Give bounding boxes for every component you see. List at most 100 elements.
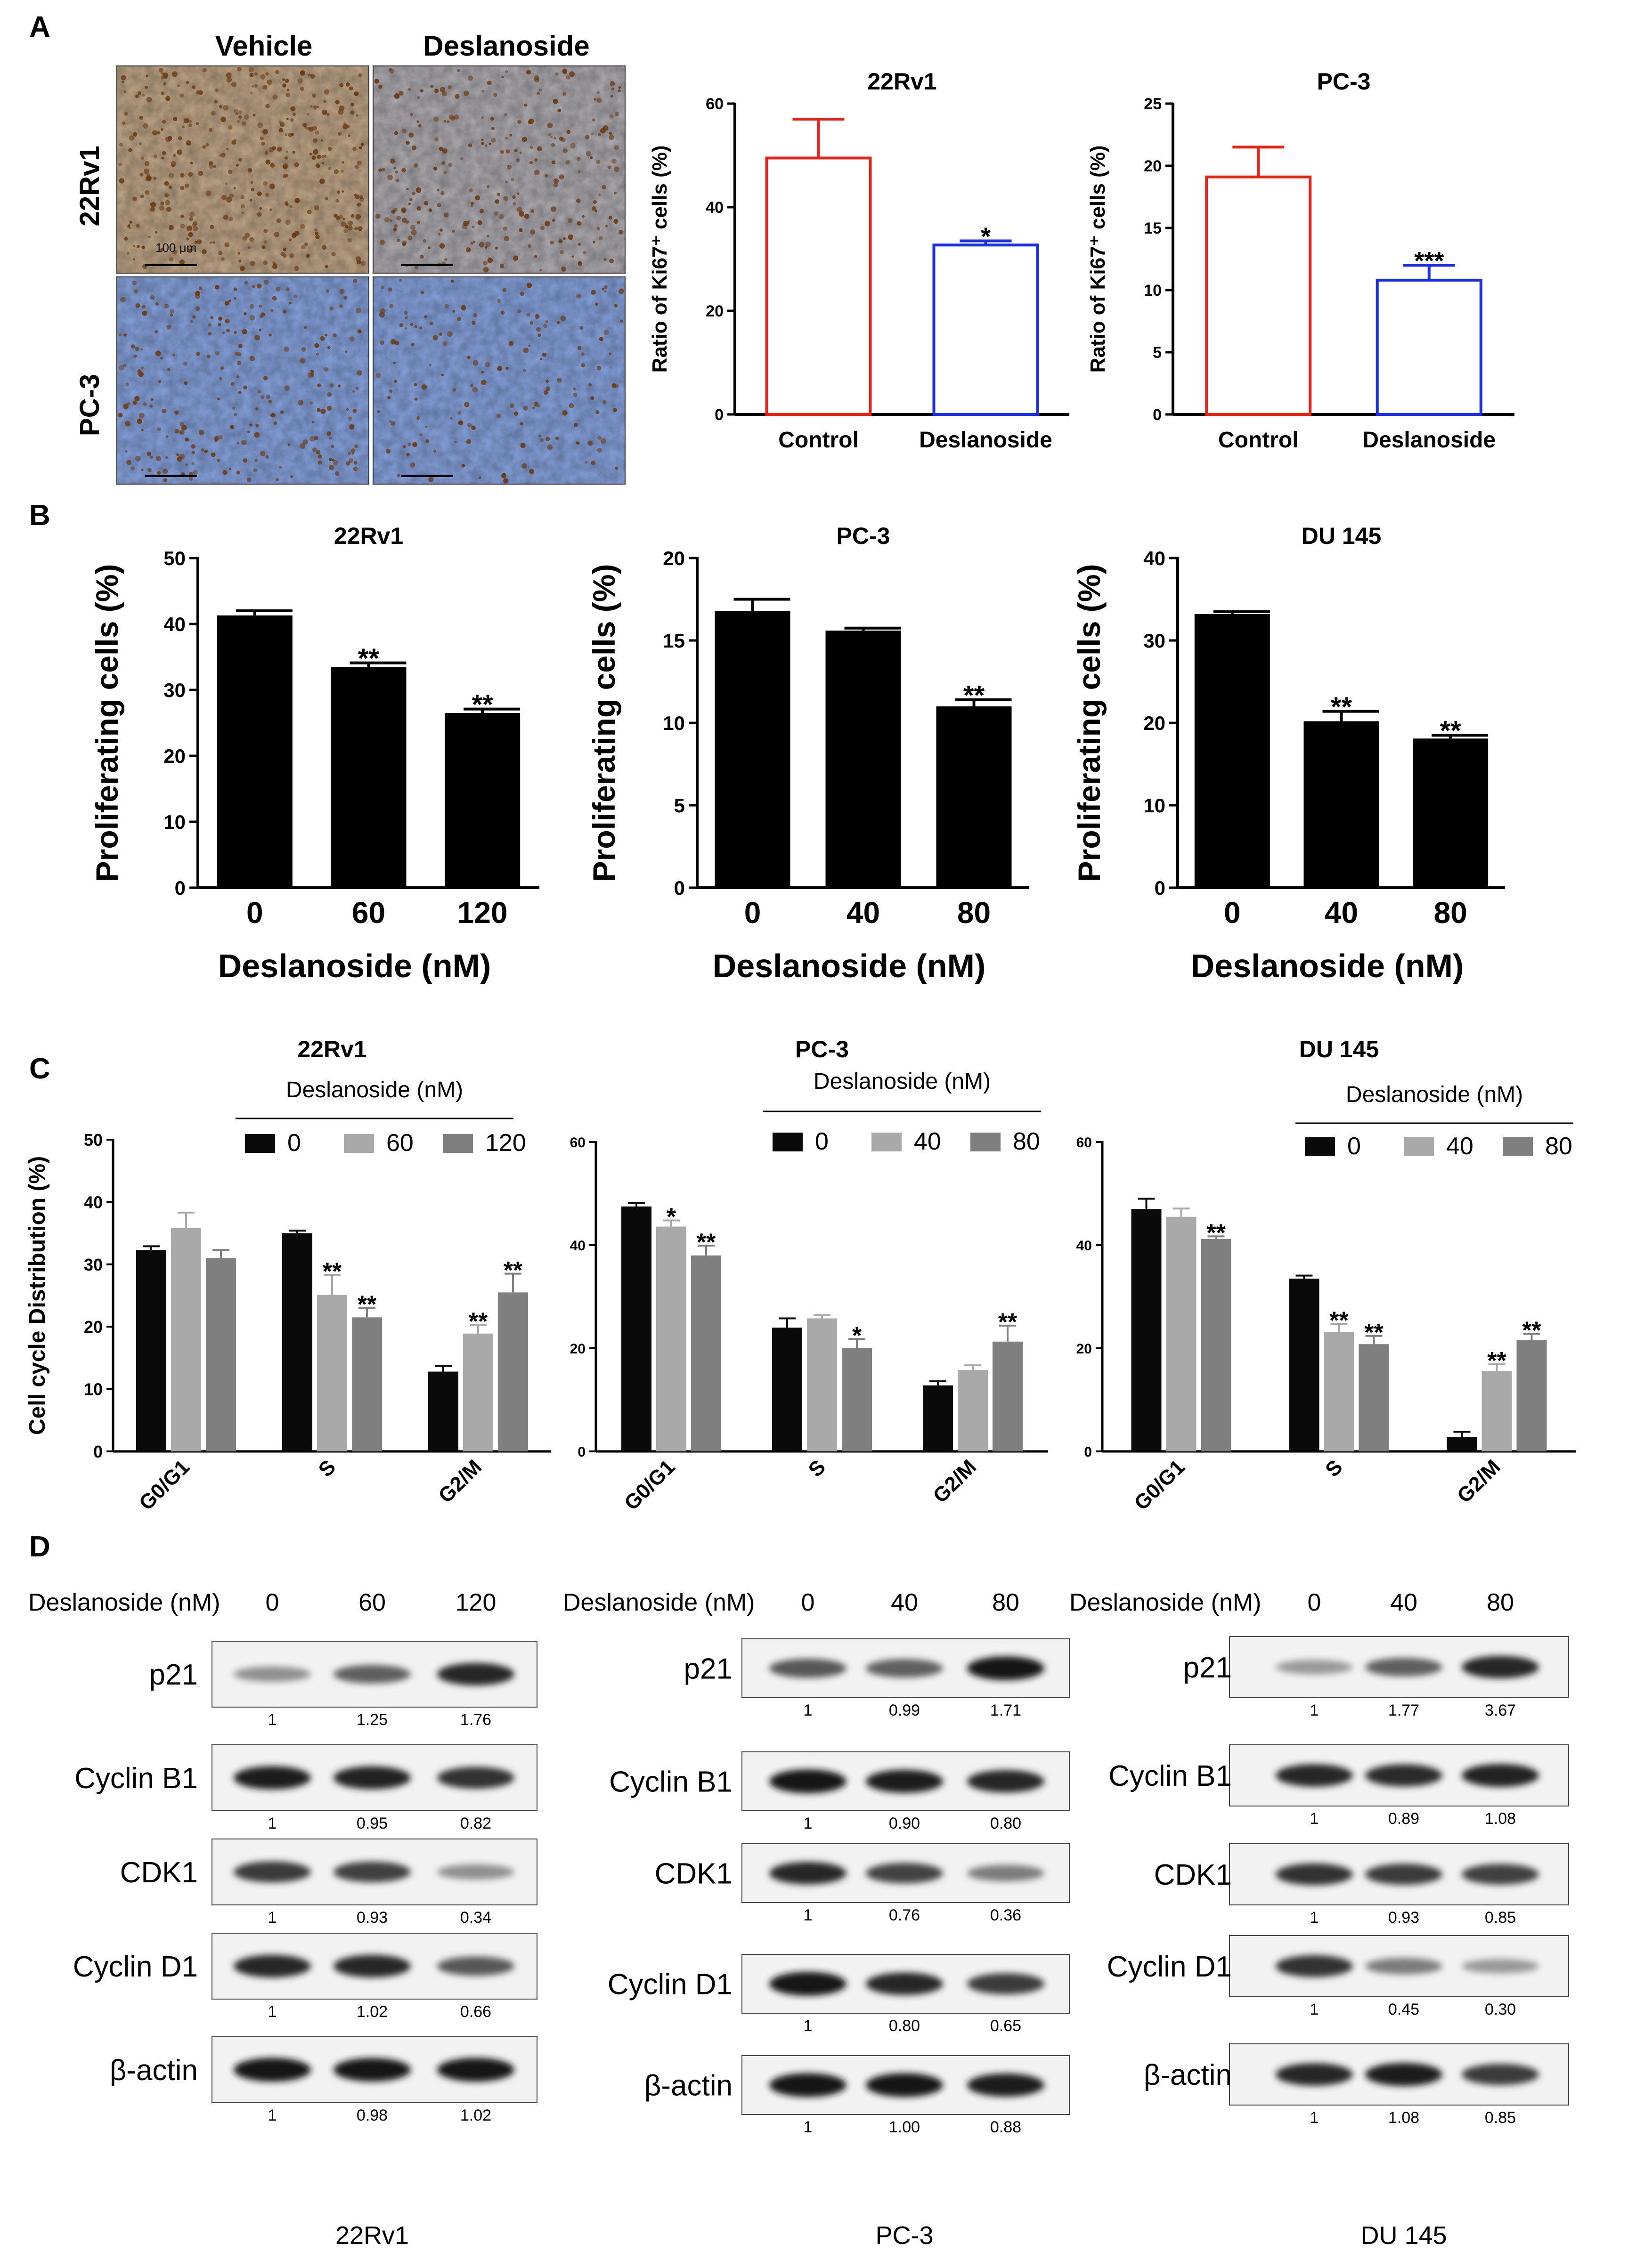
significance-stars: ** <box>1364 1319 1384 1346</box>
blot-row-cyclin-d1: Cyclin D1 1 0.80 0.65 <box>608 1954 1070 2035</box>
densitometry-value: 0.95 <box>357 1814 388 1832</box>
blot-band <box>1276 1955 1353 1977</box>
chart-c1: 0 10 20 30 40 50 22Rv1 Cell cycle Distribution … <box>25 1036 551 1515</box>
blot-band <box>967 2073 1044 2097</box>
protein-label: Cyclin B1 <box>74 1762 198 1795</box>
densitometry-value: 1.77 <box>1388 1701 1419 1719</box>
y-tick-label: 30 <box>1143 630 1165 652</box>
protein-label: p21 <box>1183 1652 1232 1684</box>
y-axis-label: Proliferating cells (%) <box>1072 564 1107 882</box>
blot-row-cdk1: CDK1 1 0.93 0.85 <box>1154 1843 1569 1927</box>
densitometry-value: 1 <box>804 2017 813 2035</box>
densitometry-value: 0.85 <box>1485 2109 1516 2127</box>
bar <box>498 1292 528 1451</box>
dose-label: Deslanoside (nM) <box>28 1589 220 1616</box>
bar <box>932 243 1039 416</box>
blot-band <box>234 2057 311 2082</box>
y-tick-label: 60 <box>1076 1135 1092 1150</box>
y-tick-label: 40 <box>163 613 186 635</box>
blot-row--actin: β-actin 1 1.08 0.85 <box>1144 2043 1569 2127</box>
blot-band <box>769 1659 847 1678</box>
y-tick-label: 40 <box>706 199 724 217</box>
blot-band <box>1365 1764 1442 1787</box>
blot-row-cyclin-d1: Cyclin D1 1 0.45 0.30 <box>1107 1935 1569 2018</box>
y-tick-label: 0 <box>93 1442 103 1461</box>
significance-stars: ** <box>1206 1220 1226 1247</box>
protein-label: Cyclin D1 <box>1107 1951 1232 1983</box>
bar <box>772 1328 802 1451</box>
dose-value: 0 <box>801 1589 815 1616</box>
blot-band <box>1462 2064 1539 2085</box>
bar <box>428 1371 458 1451</box>
blot-band <box>1276 1863 1353 1886</box>
chart-a1: 0 20 40 60 22Rv1 Ratio of Ki67⁺ cells (%) Cont… <box>648 68 1069 453</box>
blot-row-p21: p21 1 0.99 1.71 <box>684 1638 1070 1719</box>
blot-band <box>437 2057 514 2082</box>
bar <box>445 713 521 888</box>
blot-band <box>1365 1863 1442 1885</box>
x-tick-label: G0/G1 <box>135 1455 194 1515</box>
blot-band <box>769 1972 847 1996</box>
densitometry-value: 1.02 <box>357 2003 388 2021</box>
bar <box>1201 1239 1231 1451</box>
western-blot-2: Deslanoside (nM) 0 40 80 p21 1 1.77 3.67 Cyclin … <box>1069 1589 1569 2250</box>
bar <box>936 706 1012 888</box>
y-tick-label: 15 <box>1144 219 1162 237</box>
blot-band <box>1365 1658 1442 1677</box>
x-tick-label: G0/G1 <box>1130 1455 1189 1515</box>
bar <box>136 1250 166 1451</box>
densitometry-value: 1.08 <box>1485 1810 1516 1828</box>
densitometry-value: 0.30 <box>1485 2001 1516 2018</box>
protein-label: β-actin <box>644 2070 733 2102</box>
densitometry-value: 1 <box>268 1909 277 1927</box>
y-tick-label: 50 <box>163 547 186 569</box>
protein-label: Cyclin B1 <box>609 1766 733 1798</box>
densitometry-value: 1 <box>268 2003 277 2021</box>
blot-band <box>866 1972 943 1995</box>
y-axis-label: Proliferating cells (%) <box>586 564 621 882</box>
blot-band <box>1365 2063 1442 2086</box>
legend-swatch <box>344 1134 374 1153</box>
densitometry-value: 0.76 <box>889 1906 920 1924</box>
x-tick-label: Deslanoside <box>1362 428 1496 453</box>
panel-letter-b: B <box>29 499 50 532</box>
y-tick-label: 20 <box>1143 712 1165 734</box>
densitometry-value: 0.65 <box>990 2017 1021 2035</box>
blot-row-cyclin-b1: Cyclin B1 1 0.90 0.80 <box>609 1751 1070 1832</box>
densitometry-value: 1 <box>1310 2109 1319 2127</box>
y-tick-label: 60 <box>570 1135 586 1150</box>
bar <box>993 1341 1023 1451</box>
blot-row-p21: p21 1 1.77 3.67 <box>1183 1636 1569 1719</box>
dose-value: 40 <box>1390 1589 1417 1616</box>
cell-line-label: PC-3 <box>875 2221 933 2250</box>
blot-band <box>769 1862 847 1885</box>
blot-band <box>334 1861 411 1883</box>
blot-row--actin: β-actin 1 0.98 1.02 <box>110 2036 537 2124</box>
densitometry-value: 0.85 <box>1485 1909 1516 1927</box>
blot-row-cyclin-d1: Cyclin D1 1 1.02 0.66 <box>73 1933 537 2021</box>
chart-b2: 0 5 10 15 20 PC-3 Proliferating cells (%) 0 40 **… <box>586 523 1029 984</box>
blot-band <box>967 1656 1044 1680</box>
blot-band <box>334 1665 411 1684</box>
significance-stars: ** <box>998 1309 1018 1336</box>
legend-swatch <box>1404 1137 1434 1156</box>
y-tick-label: 40 <box>1143 547 1165 569</box>
blot-band <box>967 1973 1044 1994</box>
chart-title: PC-3 <box>795 1036 849 1062</box>
legend-swatch <box>1305 1137 1335 1156</box>
protein-label: β-actin <box>110 2054 198 2087</box>
y-tick-label: 10 <box>84 1380 103 1399</box>
y-tick-label: 15 <box>663 630 685 652</box>
y-tick-label: 0 <box>1153 406 1162 424</box>
bar <box>352 1317 382 1451</box>
bar <box>1131 1209 1162 1451</box>
blot-row-cyclin-b1: Cyclin B1 1 0.95 0.82 <box>74 1744 537 1832</box>
y-tick-label: 20 <box>84 1317 103 1336</box>
blot-band <box>437 1864 514 1880</box>
x-tick-label: G2/M <box>434 1455 486 1507</box>
y-tick-label: 10 <box>1144 282 1162 300</box>
significance-stars: ** <box>323 1258 342 1286</box>
blot-row-p21: p21 1 1.25 1.76 <box>149 1641 537 1729</box>
